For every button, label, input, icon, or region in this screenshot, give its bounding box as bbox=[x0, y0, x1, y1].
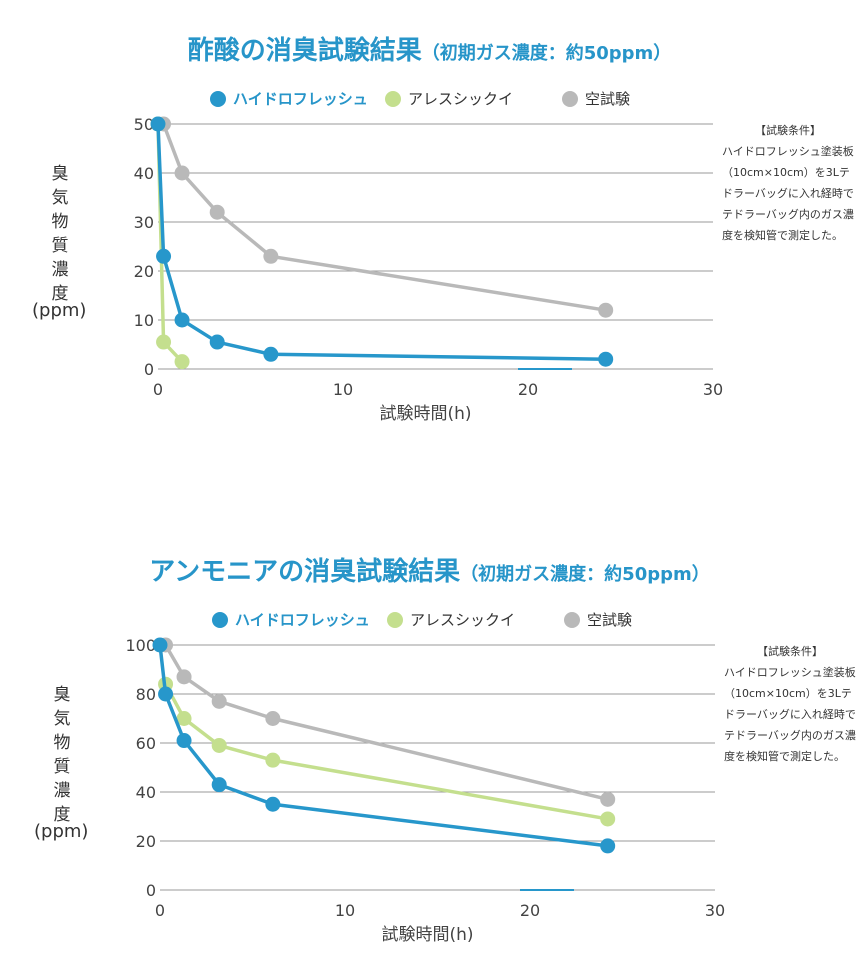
y-label-char: 物 bbox=[53, 733, 71, 753]
y-tick-label: 50 bbox=[134, 115, 154, 134]
data-point bbox=[600, 838, 616, 854]
data-point bbox=[598, 302, 614, 318]
y-label-char: 濃 bbox=[53, 781, 71, 801]
data-point bbox=[265, 796, 281, 812]
chart-2-test-conditions: 【試験条件】 ハイドロフレッシュ塗装板（10cm×10cm）を3Lテドラーバッグ… bbox=[724, 641, 856, 767]
note-body: ハイドロフレッシュ塗装板（10cm×10cm）を3Lテドラーバッグに入れ経時でテ… bbox=[722, 145, 854, 242]
data-point bbox=[174, 354, 190, 370]
x-tick-label: 30 bbox=[705, 901, 725, 920]
legend-label: 空試験 bbox=[585, 90, 631, 108]
legend-label: 空試験 bbox=[587, 611, 633, 629]
y-label-char: 度 bbox=[51, 284, 69, 304]
note-body: ハイドロフレッシュ塗装板（10cm×10cm）を3Lテドラーバッグに入れ経時でテ… bbox=[724, 666, 856, 763]
legend-item-ares: アレスシックイ bbox=[387, 609, 515, 630]
chart-1-title-main: 酢酸の消臭試験結果 bbox=[187, 36, 422, 66]
data-point bbox=[211, 737, 227, 753]
data-point bbox=[174, 312, 190, 328]
chart-2-y-unit: (ppm) bbox=[34, 821, 89, 842]
chart-1-title-sub: （初期ガス濃度：約50ppm） bbox=[421, 43, 672, 64]
legend-dot-icon bbox=[385, 90, 401, 107]
series-line bbox=[164, 644, 609, 802]
x-axis-label: 試験時間(h) bbox=[379, 404, 471, 424]
legend-label: ハイドロフレッシュ bbox=[235, 611, 370, 629]
y-label-char: 物 bbox=[51, 212, 69, 232]
y-tick-label: 0 bbox=[146, 881, 156, 900]
data-point bbox=[150, 116, 166, 132]
data-point bbox=[265, 752, 281, 768]
legend-dot-icon bbox=[562, 90, 578, 107]
y-label-char: 気 bbox=[51, 188, 69, 208]
chart-2-title: アンモニアの消臭試験結果（初期ガス濃度：約50ppm） bbox=[0, 551, 859, 588]
data-point bbox=[209, 334, 225, 350]
y-tick-label: 20 bbox=[134, 262, 154, 281]
x-tick-label: 20 bbox=[520, 901, 540, 920]
y-tick-label: 80 bbox=[136, 685, 156, 704]
data-point bbox=[156, 334, 172, 350]
data-point bbox=[174, 165, 190, 181]
legend-item-blank: 空試験 bbox=[562, 88, 630, 109]
y-tick-label: 30 bbox=[134, 213, 154, 232]
legend-label: ハイドロフレッシュ bbox=[233, 90, 368, 108]
legend-item-ares: アレスシックイ bbox=[385, 88, 513, 109]
data-point bbox=[263, 248, 279, 264]
x-tick-label: 20 bbox=[518, 380, 538, 399]
y-label-char: 質 bbox=[51, 236, 69, 256]
y-label-char: 気 bbox=[53, 709, 71, 729]
chart-1-plot: 0 10 20 30 40 50 0 10 20 30 試験時間(h) bbox=[134, 115, 724, 424]
y-label-char: 度 bbox=[53, 805, 71, 825]
note-heading: 【試験条件】 bbox=[755, 124, 821, 137]
y-tick-label: 60 bbox=[136, 734, 156, 753]
y-label-char: 質 bbox=[53, 757, 71, 777]
data-point bbox=[209, 204, 225, 220]
note-heading: 【試験条件】 bbox=[757, 645, 823, 658]
x-tick-label: 30 bbox=[703, 380, 723, 399]
x-tick-label: 10 bbox=[333, 380, 353, 399]
data-point bbox=[263, 346, 279, 362]
legend-label: アレスシックイ bbox=[408, 90, 514, 108]
data-point bbox=[158, 686, 174, 702]
y-tick-label: 20 bbox=[136, 832, 156, 851]
y-tick-label: 40 bbox=[136, 783, 156, 802]
legend-dot-icon bbox=[387, 611, 403, 628]
data-point bbox=[600, 811, 616, 827]
data-point bbox=[598, 351, 614, 367]
data-point bbox=[265, 711, 281, 726]
legend-item-hydrofresh: ハイドロフレッシュ bbox=[210, 88, 368, 109]
chart-2-title-sub: （初期ガス濃度：約50ppm） bbox=[460, 564, 710, 585]
legend-item-hydrofresh: ハイドロフレッシュ bbox=[212, 609, 370, 630]
legend-dot-icon bbox=[564, 611, 580, 628]
y-label-char: 臭 bbox=[51, 164, 69, 184]
y-tick-label: 10 bbox=[134, 311, 154, 330]
x-tick-label: 0 bbox=[155, 901, 165, 920]
x-tick-label: 0 bbox=[153, 380, 163, 399]
y-tick-label: 40 bbox=[134, 164, 154, 183]
chart-2-title-main: アンモニアの消臭試験結果 bbox=[149, 557, 461, 587]
legend-item-blank: 空試験 bbox=[564, 609, 632, 630]
data-point bbox=[211, 693, 227, 709]
legend-label: アレスシックイ bbox=[410, 611, 516, 629]
x-axis-label: 試験時間(h) bbox=[381, 925, 473, 945]
data-point bbox=[211, 777, 227, 793]
x-tick-label: 10 bbox=[335, 901, 355, 920]
legend-dot-icon bbox=[210, 90, 226, 107]
data-point bbox=[176, 733, 192, 749]
data-point bbox=[600, 791, 616, 807]
chart-1-test-conditions: 【試験条件】 ハイドロフレッシュ塗装板（10cm×10cm）を3Lテドラーバッグ… bbox=[722, 120, 854, 246]
data-point bbox=[176, 711, 192, 726]
y-label-char: 濃 bbox=[51, 260, 69, 280]
y-label-char: 臭 bbox=[53, 685, 71, 705]
chart-1-title: 酢酸の消臭試験結果（初期ガス濃度：約50ppm） bbox=[0, 30, 859, 67]
y-tick-label: 0 bbox=[144, 360, 154, 379]
legend-dot-icon bbox=[212, 611, 228, 628]
data-point bbox=[156, 248, 172, 264]
chart-1-y-unit: (ppm) bbox=[32, 300, 87, 321]
y-tick-label: 100 bbox=[125, 636, 156, 655]
series-line bbox=[158, 644, 608, 848]
data-point bbox=[176, 669, 192, 685]
chart-1-y-axis-label: 臭 気 物 質 濃 度 bbox=[40, 162, 80, 306]
series-line bbox=[156, 123, 606, 361]
data-point bbox=[152, 637, 168, 653]
chart-2-y-axis-label: 臭 気 物 質 濃 度 bbox=[42, 683, 82, 827]
